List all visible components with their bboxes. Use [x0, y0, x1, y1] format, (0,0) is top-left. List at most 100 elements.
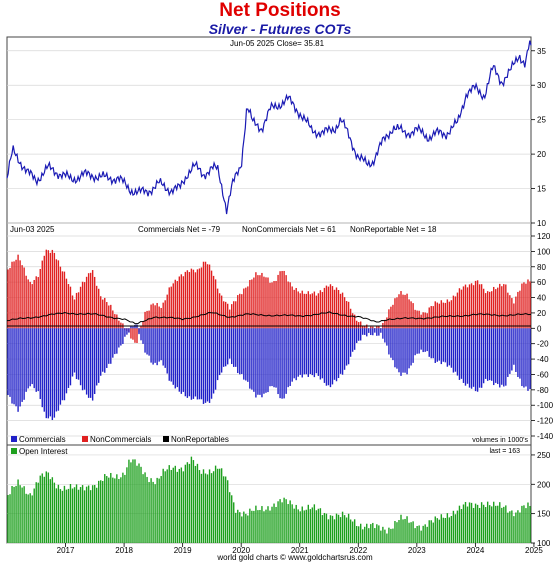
- cot-tick-label: 100: [537, 247, 551, 256]
- open-interest-bar: [59, 489, 62, 543]
- open-interest-bar: [33, 488, 35, 543]
- year-tick-label: 2024: [466, 546, 484, 555]
- noncommercials-bar: [152, 303, 154, 329]
- open-interest-bar: [267, 506, 269, 543]
- commercials-bar: [285, 328, 287, 394]
- commercials-bar: [188, 328, 191, 397]
- commercials-bar: [357, 328, 360, 341]
- noncommercials-bar: [172, 283, 174, 329]
- commercials-bar: [400, 328, 402, 376]
- legend-noncommercials: NonCommercials: [90, 435, 151, 444]
- open-interest-bar: [235, 512, 237, 543]
- commercials-bar: [245, 328, 247, 381]
- noncommercials-bar: [378, 325, 380, 329]
- commercials-bar: [337, 328, 340, 379]
- commercials-bar: [301, 328, 303, 378]
- commercials-bar: [295, 328, 297, 381]
- commercials-bar: [57, 328, 60, 411]
- open-interest-bar: [450, 515, 453, 543]
- legend-swatch-noncommercials: [82, 436, 88, 442]
- commercials-bar: [150, 328, 152, 363]
- commercials-bar: [214, 328, 217, 390]
- open-interest-bar: [164, 471, 166, 543]
- commercials-bar: [293, 328, 295, 379]
- noncommercials-bar: [241, 294, 243, 329]
- commercials-bar: [428, 328, 430, 357]
- commercials-bar: [126, 328, 128, 335]
- noncommercials-bar: [231, 304, 233, 329]
- noncommercials-bar: [192, 269, 195, 329]
- open-interest-bar: [440, 514, 443, 543]
- commercials-bar: [87, 328, 90, 398]
- commercials-bar: [134, 324, 136, 329]
- commercials-bar: [424, 328, 426, 352]
- noncommercials-bar: [386, 317, 388, 329]
- commercials-bar: [495, 328, 497, 383]
- price-tick-label: 15: [537, 185, 546, 194]
- open-interest-bar: [120, 477, 122, 543]
- noncommercials-bar: [77, 292, 80, 329]
- commercials-bar: [144, 328, 146, 353]
- noncommercials-bar: [313, 291, 316, 329]
- noncommercials-bar: [420, 314, 422, 329]
- open-interest-bar: [172, 467, 174, 543]
- noncommercials-bar: [25, 275, 27, 329]
- noncommercials-bar: [202, 261, 205, 329]
- commercials-bar: [198, 328, 201, 400]
- open-interest-bar: [289, 500, 291, 543]
- open-interest-bar: [168, 465, 170, 543]
- open-interest-bar: [186, 462, 189, 543]
- commercials-bar: [33, 328, 35, 389]
- noncommercials-bar: [484, 293, 487, 329]
- open-interest-bar: [408, 522, 410, 543]
- open-interest-bar: [293, 508, 295, 543]
- noncommercials-bar: [287, 281, 289, 329]
- open-interest-bar: [104, 474, 106, 543]
- noncommercials-bar: [190, 268, 193, 329]
- open-interest-bar: [182, 471, 185, 543]
- noncommercials-bar: [31, 284, 33, 329]
- noncommercials-bar: [464, 284, 467, 329]
- open-interest-bar: [271, 506, 273, 543]
- commercials-bar: [192, 328, 195, 399]
- open-interest-bar: [184, 464, 187, 543]
- commercials-bar: [261, 328, 263, 398]
- open-interest-bar: [55, 488, 58, 543]
- open-interest-bar: [116, 474, 118, 543]
- open-interest-bar: [345, 517, 348, 543]
- commercials-bar: [257, 328, 259, 395]
- noncommercials-bar: [501, 286, 503, 329]
- commercials-bar: [507, 328, 509, 377]
- commercials-bar: [116, 328, 118, 354]
- commercials-bar: [229, 328, 231, 359]
- open-interest-bar: [226, 480, 229, 543]
- commercials-bar: [253, 328, 255, 392]
- noncommercials-bar: [422, 312, 424, 329]
- noncommercials-bar: [63, 271, 66, 329]
- open-interest-bar: [229, 492, 231, 543]
- open-interest-bar: [170, 469, 172, 543]
- commercials-bar: [148, 328, 150, 356]
- open-interest-bar: [464, 501, 467, 543]
- open-interest-bar: [509, 511, 511, 543]
- commercials-bar: [472, 328, 475, 387]
- open-interest-bar: [285, 499, 287, 543]
- year-tick-label: 2018: [115, 546, 133, 555]
- open-interest-bar: [202, 469, 205, 543]
- commercials-bar: [355, 328, 358, 343]
- noncommercials-bar: [370, 326, 372, 329]
- commercials-bar: [273, 328, 275, 388]
- open-interest-bar: [142, 474, 144, 543]
- commercials-bar: [17, 328, 19, 412]
- open-interest-bar: [519, 512, 521, 543]
- cot-tick-label: -60: [537, 370, 549, 379]
- commercials-bar: [186, 328, 189, 398]
- oi-panel-frame: [6, 444, 532, 544]
- noncommercials-bar: [476, 280, 479, 329]
- cot-tick-label: 20: [537, 309, 546, 318]
- open-interest-bar: [51, 477, 54, 543]
- commercials-bar: [23, 328, 25, 400]
- noncommercials-bar: [233, 301, 235, 329]
- noncommercials-bar: [59, 266, 62, 329]
- commercials-bar: [430, 328, 432, 359]
